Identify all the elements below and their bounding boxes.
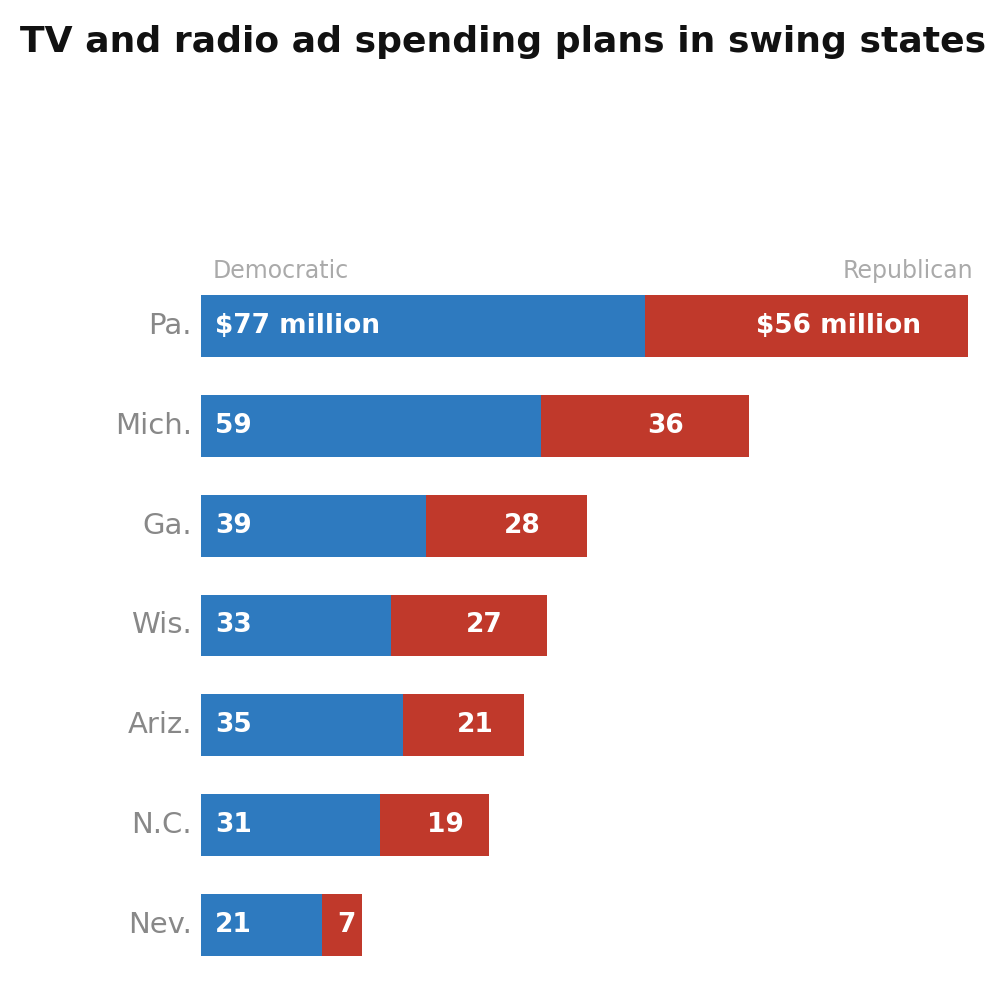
Bar [645, 295, 968, 357]
Bar [541, 395, 749, 457]
Text: Wis.: Wis. [131, 611, 192, 639]
Text: 33: 33 [215, 612, 252, 638]
Bar [322, 894, 362, 956]
Bar [391, 595, 547, 656]
Text: 39: 39 [215, 513, 252, 539]
Text: 21: 21 [457, 712, 494, 738]
Text: Democratic: Democratic [212, 259, 349, 283]
Text: 21: 21 [215, 912, 252, 938]
Text: $77 million: $77 million [215, 313, 380, 339]
Text: 36: 36 [647, 413, 684, 439]
Text: TV and radio ad spending plans in swing states: TV and radio ad spending plans in swing … [20, 25, 986, 59]
Bar [201, 794, 380, 856]
Text: 31: 31 [215, 812, 252, 838]
Text: 28: 28 [504, 513, 541, 539]
Text: 19: 19 [427, 812, 464, 838]
Bar [380, 794, 489, 856]
Bar [201, 894, 322, 956]
Text: Ariz.: Ariz. [128, 711, 192, 739]
Text: Mich.: Mich. [115, 412, 192, 440]
Text: Nev.: Nev. [128, 911, 192, 939]
Text: Ga.: Ga. [142, 512, 192, 540]
Text: $56 million: $56 million [756, 313, 921, 339]
Bar [201, 694, 403, 756]
Bar [201, 295, 645, 357]
Bar [426, 495, 587, 557]
Text: Republican: Republican [843, 259, 973, 283]
Bar [403, 694, 524, 756]
Bar [201, 595, 391, 656]
Bar [201, 395, 541, 457]
Text: 59: 59 [215, 413, 252, 439]
Text: 27: 27 [466, 612, 503, 638]
Text: N.C.: N.C. [131, 811, 192, 839]
Text: Pa.: Pa. [149, 312, 192, 340]
Text: 7: 7 [337, 912, 355, 938]
Bar [201, 495, 426, 557]
Text: 35: 35 [215, 712, 252, 738]
